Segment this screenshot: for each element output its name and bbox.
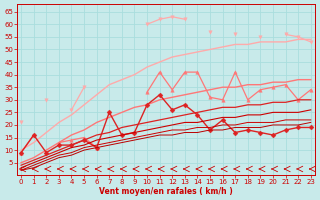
X-axis label: Vent moyen/en rafales ( km/h ): Vent moyen/en rafales ( km/h ) [99,187,233,196]
